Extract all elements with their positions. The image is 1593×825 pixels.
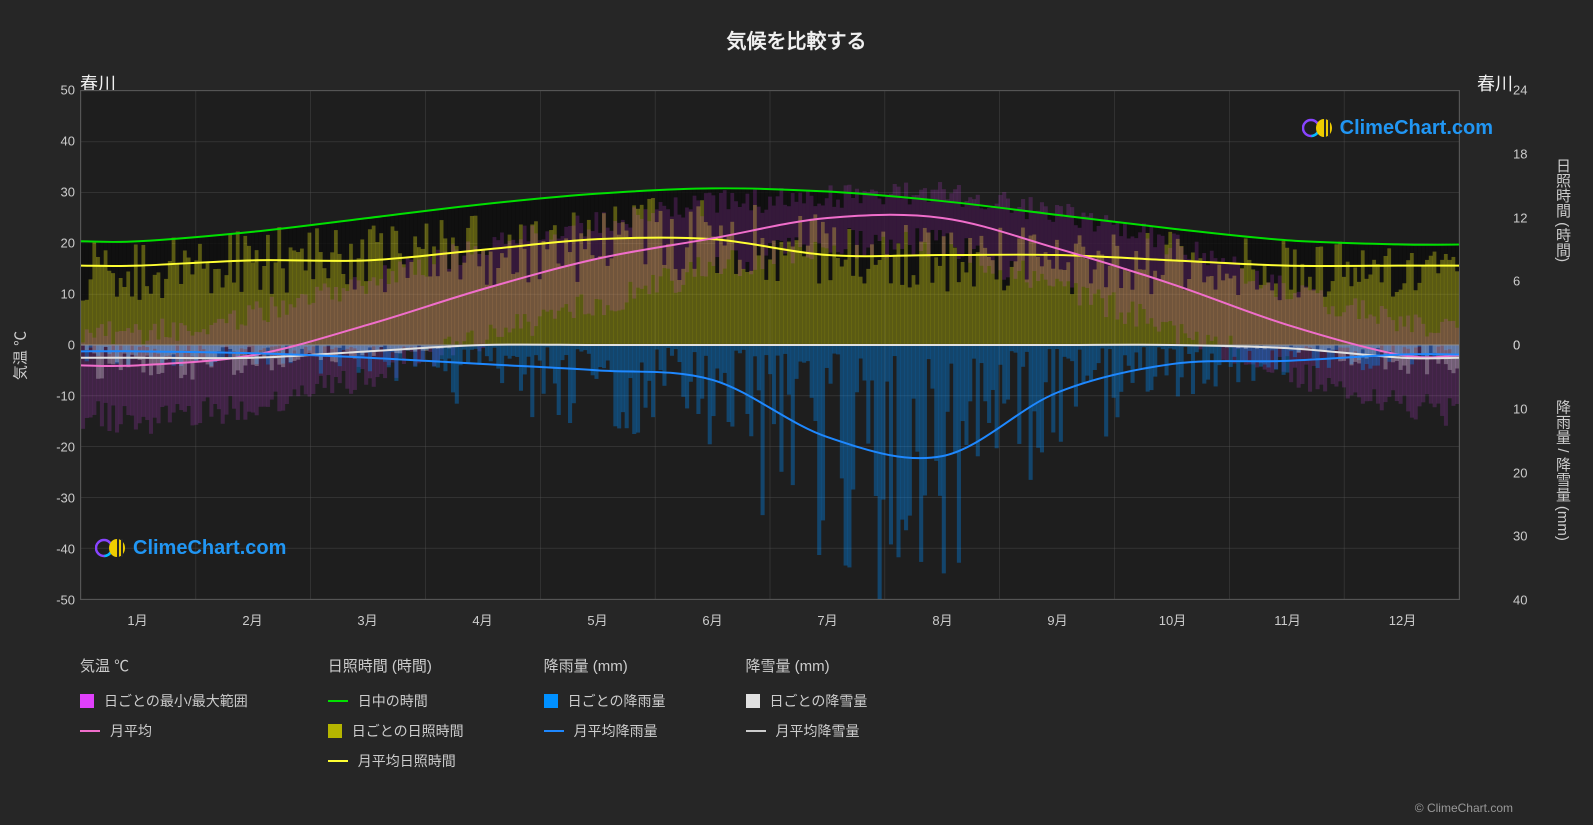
chart-container — [80, 90, 1460, 600]
line-swatch-icon — [328, 760, 348, 762]
y-left-tick: 40 — [40, 134, 75, 149]
legend-label: 日ごとの最小/最大範囲 — [104, 691, 248, 711]
swatch-icon — [544, 694, 558, 708]
x-tick: 10月 — [1159, 610, 1186, 629]
legend-column: 気温 ℃ 日ごとの最小/最大範囲月平均 — [80, 655, 248, 771]
x-tick: 12月 — [1389, 610, 1416, 629]
watermark-top-right: ClimeChart.com — [1302, 115, 1493, 141]
x-tick: 9月 — [1047, 610, 1067, 629]
y-right-top-tick: 12 — [1513, 210, 1527, 225]
y-axis-left-label: 気温 ℃ — [10, 331, 31, 380]
legend-item: 月平均降雪量 — [746, 721, 868, 741]
legend-label: 日ごとの降雪量 — [770, 691, 868, 711]
line-swatch-icon — [544, 730, 564, 732]
x-tick: 5月 — [587, 610, 607, 629]
swatch-icon — [746, 694, 760, 708]
legend-label: 月平均日照時間 — [358, 751, 456, 771]
legend-label: 月平均降雪量 — [776, 721, 860, 741]
plot-svg — [80, 90, 1460, 600]
y-left-tick: 20 — [40, 236, 75, 251]
y-axis-right-bot: 010203040 — [1513, 345, 1543, 600]
legend-column: 日照時間 (時間) 日中の時間日ごとの日照時間月平均日照時間 — [328, 655, 464, 771]
line-swatch-icon — [746, 730, 766, 732]
y-right-bot-tick: 0 — [1513, 338, 1520, 353]
legend-label: 月平均 — [110, 721, 152, 741]
y-left-tick: -10 — [40, 389, 75, 404]
y-left-tick: 30 — [40, 185, 75, 200]
x-tick: 11月 — [1274, 610, 1301, 629]
swatch-icon — [80, 694, 94, 708]
swatch-icon — [328, 724, 342, 738]
line-swatch-icon — [328, 700, 348, 702]
copyright: © ClimeChart.com — [1415, 801, 1513, 815]
x-tick: 3月 — [357, 610, 377, 629]
y-right-bot-tick: 20 — [1513, 465, 1527, 480]
y-right-bot-tick: 30 — [1513, 529, 1527, 544]
legend-head: 降雨量 (mm) — [544, 655, 666, 676]
legend-head: 気温 ℃ — [80, 655, 248, 676]
brand-icon — [1302, 115, 1334, 141]
x-tick: 8月 — [932, 610, 952, 629]
legend-item: 日ごとの降雪量 — [746, 691, 868, 711]
legend-column: 降雪量 (mm) 日ごとの降雪量月平均降雪量 — [746, 655, 868, 771]
line-swatch-icon — [80, 730, 100, 732]
legend: 気温 ℃ 日ごとの最小/最大範囲月平均 日照時間 (時間) 日中の時間日ごとの日照時間… — [80, 655, 1530, 771]
y-right-top-tick: 18 — [1513, 146, 1527, 161]
y-axis-left: 50403020100-10-20-30-40-50 — [40, 90, 75, 600]
legend-label: 月平均降雨量 — [574, 721, 658, 741]
brand-text: ClimeChart.com — [133, 537, 286, 560]
legend-item: 月平均降雨量 — [544, 721, 666, 741]
y-right-bot-tick: 10 — [1513, 401, 1527, 416]
legend-item: 月平均 — [80, 721, 248, 741]
legend-head: 降雪量 (mm) — [746, 655, 868, 676]
y-left-tick: -40 — [40, 542, 75, 557]
y-axis-right-top-label: 日照時間 (時間) — [1552, 158, 1573, 262]
watermark-bottom-left: ClimeChart.com — [95, 535, 286, 561]
legend-item: 日ごとの日照時間 — [328, 721, 464, 741]
y-left-tick: 10 — [40, 287, 75, 302]
x-tick: 2月 — [242, 610, 262, 629]
x-tick: 6月 — [702, 610, 722, 629]
brand-text: ClimeChart.com — [1340, 117, 1493, 140]
x-tick: 1月 — [127, 610, 147, 629]
legend-item: 日ごとの降雨量 — [544, 691, 666, 711]
legend-item: 日中の時間 — [328, 691, 464, 711]
x-axis: 1月 2月 3月 4月 5月 6月 7月 8月 9月 10月 11月 12月 — [80, 605, 1460, 635]
y-right-top-tick: 24 — [1513, 83, 1527, 98]
legend-label: 日ごとの日照時間 — [352, 721, 464, 741]
y-right-bot-tick: 40 — [1513, 593, 1527, 608]
x-tick: 7月 — [817, 610, 837, 629]
x-tick: 4月 — [472, 610, 492, 629]
location-label-right: 春川 — [1477, 70, 1513, 96]
y-right-top-tick: 6 — [1513, 274, 1520, 289]
chart-title: 気候を比較する — [0, 0, 1593, 64]
legend-item: 月平均日照時間 — [328, 751, 464, 771]
legend-head: 日照時間 (時間) — [328, 655, 464, 676]
legend-label: 日中の時間 — [358, 691, 428, 711]
y-axis-right-top: 24181260 — [1513, 90, 1543, 345]
y-left-tick: -30 — [40, 491, 75, 506]
y-axis-right-bot-label: 降雨量 / 降雪量 (mm) — [1552, 399, 1573, 541]
y-left-tick: -50 — [40, 593, 75, 608]
y-left-tick: -20 — [40, 440, 75, 455]
y-left-tick: 0 — [40, 338, 75, 353]
legend-column: 降雨量 (mm) 日ごとの降雨量月平均降雨量 — [544, 655, 666, 771]
y-left-tick: 50 — [40, 83, 75, 98]
legend-item: 日ごとの最小/最大範囲 — [80, 691, 248, 711]
brand-icon — [95, 535, 127, 561]
legend-label: 日ごとの降雨量 — [568, 691, 666, 711]
